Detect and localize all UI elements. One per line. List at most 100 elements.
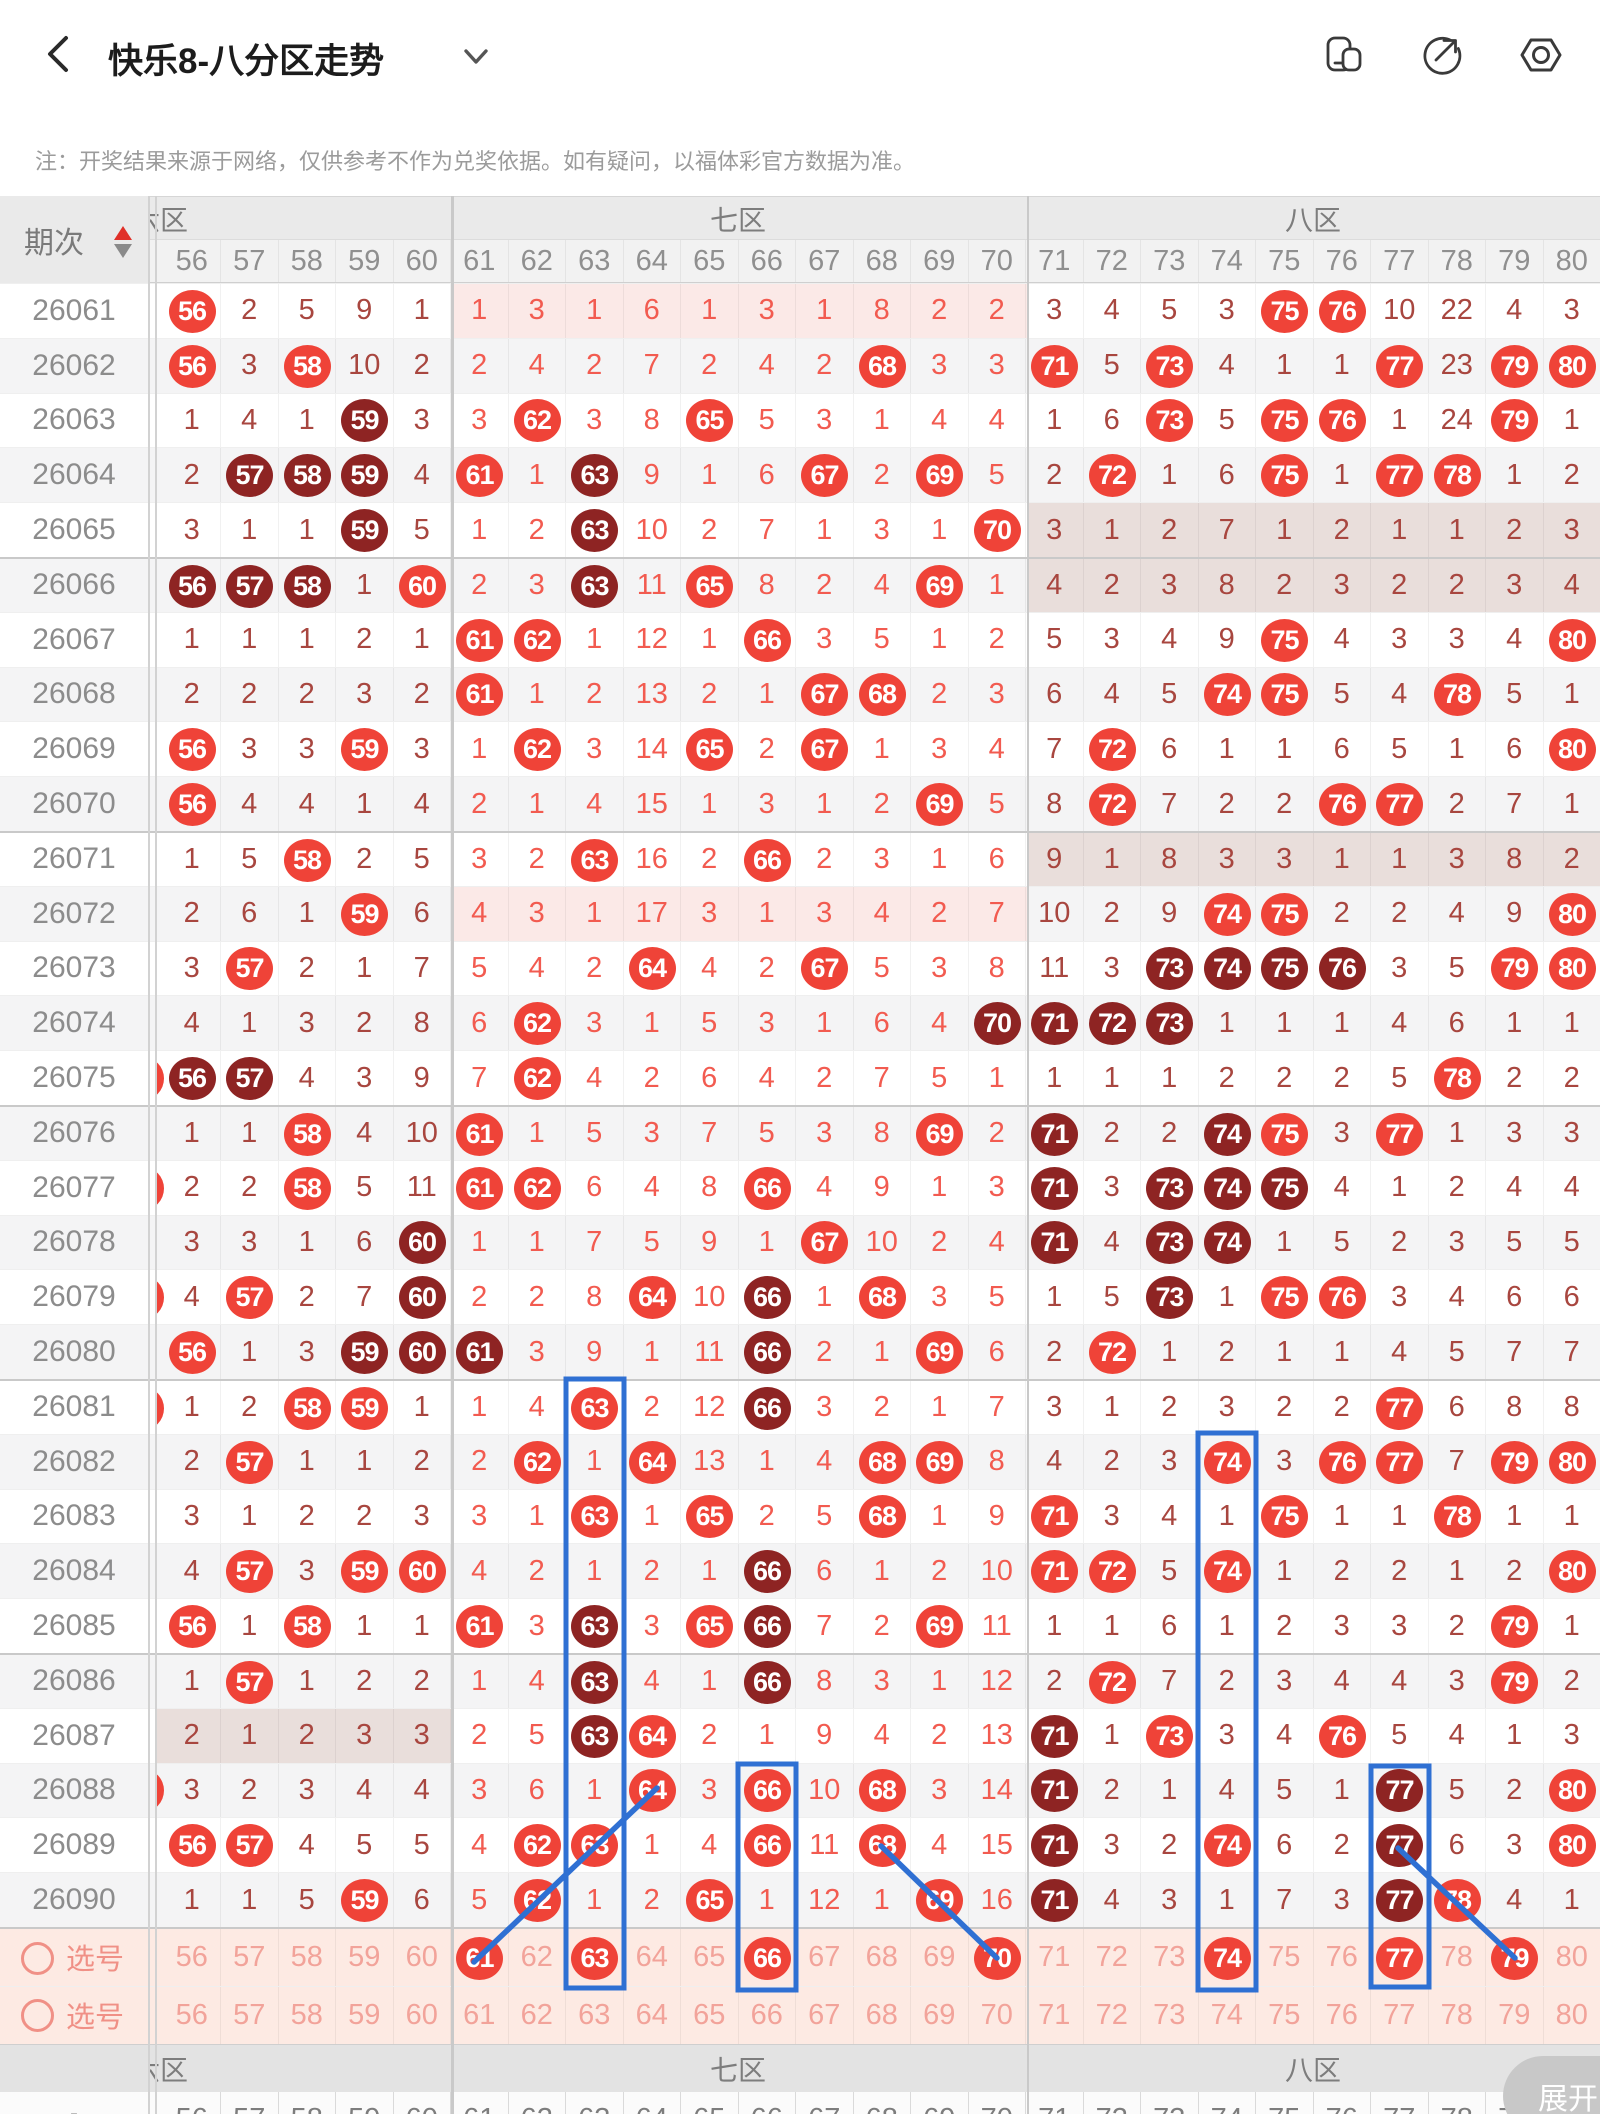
selectable-number-cell[interactable]: 80 xyxy=(1544,1987,1600,2045)
selectable-number-cell[interactable]: 64 xyxy=(624,1986,681,2044)
selectable-number-cell[interactable]: 76 xyxy=(1314,1929,1371,1986)
selectable-number-cell[interactable]: 66 xyxy=(739,1986,796,2044)
miss-count: 1 xyxy=(279,503,336,557)
selected-number-ball[interactable]: 63 xyxy=(571,1936,618,1980)
selectable-number-cell[interactable]: 67 xyxy=(796,1929,854,1986)
miss-count: 1 xyxy=(451,1655,509,1708)
selectable-number-cell[interactable]: 65 xyxy=(681,1929,739,1986)
miss-count: 4 xyxy=(1486,1873,1544,1927)
selectable-number-cell[interactable]: 62 xyxy=(509,1986,566,2044)
selectable-number-cell[interactable]: 59 xyxy=(336,1929,394,1986)
selectable-number-cell[interactable]: 70 xyxy=(969,1986,1026,2044)
selectable-number-cell[interactable]: 74 xyxy=(1199,1929,1256,1986)
selectable-number-cell[interactable]: 61 xyxy=(451,1929,509,1986)
selectable-number-cell[interactable]: 73 xyxy=(1141,1929,1199,1986)
column-header: 74 xyxy=(1199,2092,1256,2114)
miss-count: 3 xyxy=(164,1215,221,1270)
selected-number-ball[interactable]: 77 xyxy=(1376,1936,1423,1980)
selectable-number-cell[interactable]: 71 xyxy=(1026,1986,1084,2044)
sort-desc-icon[interactable] xyxy=(114,244,132,258)
column-header: 62 xyxy=(509,240,566,282)
selectable-number-cell[interactable]: 68 xyxy=(854,1929,911,1986)
selectable-number-cell[interactable]: 60 xyxy=(394,1986,451,2044)
miss-count: 7 xyxy=(739,503,796,557)
selection-row[interactable]: 选号 56 57 58 59 60 61 62 63 64 65 66 67 68 69 70 71 72 73 74… xyxy=(0,1985,1600,2045)
selectable-number-cell[interactable]: 78 xyxy=(1429,1929,1486,1986)
miss-count: 8 xyxy=(796,1655,854,1708)
drawn-number-ball: 68 xyxy=(858,1769,906,1813)
selectable-number-cell[interactable]: 78 xyxy=(1429,1986,1486,2044)
share-icon[interactable] xyxy=(1418,32,1464,78)
back-icon[interactable] xyxy=(38,32,82,76)
selectable-number-cell[interactable]: 59 xyxy=(336,1986,394,2044)
selectable-number-cell[interactable]: 77 xyxy=(1371,1986,1429,2044)
miss-count: 2 xyxy=(1199,1325,1256,1379)
miss-count: 2 xyxy=(509,1270,566,1325)
selectable-number-cell[interactable]: 80 xyxy=(1544,1929,1600,1986)
settings-nut-icon[interactable] xyxy=(1518,32,1564,78)
cell: 58 xyxy=(279,559,336,612)
selectable-number-cell[interactable]: 70 xyxy=(969,1929,1026,1986)
miss-count: 4 xyxy=(1141,612,1199,667)
drawn-number-ball: 75 xyxy=(1261,1276,1308,1320)
selectable-number-cell[interactable]: 74 xyxy=(1199,1986,1256,2044)
selected-number-ball[interactable]: 70 xyxy=(973,1936,1021,1980)
selectable-number-cell[interactable]: 67 xyxy=(796,1986,854,2044)
selected-number-ball[interactable]: 61 xyxy=(456,1936,503,1980)
chevron-down-icon[interactable] xyxy=(458,45,494,69)
miss-count: 9 xyxy=(969,1489,1026,1544)
selectable-number-cell[interactable]: 72 xyxy=(1084,1929,1141,1986)
selection-radio[interactable] xyxy=(21,1999,54,2033)
selectable-number-cell[interactable]: 66 xyxy=(739,1929,796,1986)
selectable-number-cell[interactable]: 56 xyxy=(164,1986,221,2044)
selectable-number-cell[interactable]: 71 xyxy=(1026,1929,1084,1986)
miss-count: 1 xyxy=(1199,1599,1256,1653)
selectable-number-cell[interactable]: 63 xyxy=(566,1929,624,1986)
miss-count: 7 xyxy=(1486,1325,1544,1379)
selectable-number-cell[interactable]: 68 xyxy=(854,1986,911,2044)
selected-number-ball[interactable]: 79 xyxy=(1491,1936,1538,1980)
miss-count: 1 xyxy=(1026,1599,1084,1653)
miss-count: 1 xyxy=(394,1599,451,1653)
expand-button[interactable]: 展开 xyxy=(1503,2056,1600,2114)
cell: 71 xyxy=(1026,1763,1084,1818)
window-switch-icon[interactable] xyxy=(1322,32,1368,78)
miss-count: 2 xyxy=(451,1270,509,1325)
selectable-number-cell[interactable]: 65 xyxy=(681,1986,739,2044)
selectable-number-cell[interactable]: 61 xyxy=(451,1986,509,2044)
selectable-number-cell[interactable]: 75 xyxy=(1256,1986,1314,2044)
period-cell: 26061 xyxy=(32,293,116,327)
column-header: 77 xyxy=(1371,2092,1429,2114)
selectable-number-cell[interactable]: 56 xyxy=(164,1929,221,1986)
selectable-number-cell[interactable]: 58 xyxy=(279,1986,336,2044)
miss-count: 1 xyxy=(221,503,279,557)
selectable-number-cell[interactable]: 79 xyxy=(1486,1929,1544,1986)
drawn-number-ball: 74 xyxy=(1203,1440,1251,1484)
cell: 63 xyxy=(566,559,624,612)
selected-number-ball[interactable]: 74 xyxy=(1203,1936,1251,1980)
selectable-number-cell[interactable]: 64 xyxy=(624,1929,681,1986)
selectable-number-cell[interactable]: 62 xyxy=(509,1929,566,1986)
selectable-number-cell[interactable]: 57 xyxy=(221,1929,279,1986)
selectable-number-cell[interactable]: 73 xyxy=(1141,1986,1199,2044)
cell: 77 xyxy=(1371,1107,1429,1160)
selection-radio[interactable] xyxy=(21,1941,54,1975)
selectable-number-cell[interactable]: 58 xyxy=(279,1929,336,1986)
selectable-number-cell[interactable]: 75 xyxy=(1256,1929,1314,1986)
period-header-cell[interactable]: 期次 xyxy=(0,196,148,283)
miss-count: 12 xyxy=(624,612,681,667)
selectable-number-cell[interactable]: 77 xyxy=(1371,1929,1429,1986)
selectable-number-cell[interactable]: 60 xyxy=(394,1929,451,1986)
miss-count: 2 xyxy=(681,667,739,722)
selectable-number-cell[interactable]: 63 xyxy=(566,1986,624,2044)
cell: 71 xyxy=(1026,1215,1084,1270)
selectable-number-cell[interactable]: 69 xyxy=(911,1986,969,2044)
selection-row[interactable]: 选号 56 57 58 59 60 61 62 63 64 65 66 67 68 69 70 71 72 73 74… xyxy=(0,1927,1600,1986)
selectable-number-cell[interactable]: 76 xyxy=(1314,1986,1371,2044)
selectable-number-cell[interactable]: 79 xyxy=(1486,1986,1544,2044)
selected-number-ball[interactable]: 66 xyxy=(743,1936,791,1980)
selectable-number-cell[interactable]: 72 xyxy=(1084,1986,1141,2044)
selectable-number-cell[interactable]: 57 xyxy=(221,1986,279,2044)
sort-asc-icon[interactable] xyxy=(114,226,132,240)
selectable-number-cell[interactable]: 69 xyxy=(911,1929,969,1986)
